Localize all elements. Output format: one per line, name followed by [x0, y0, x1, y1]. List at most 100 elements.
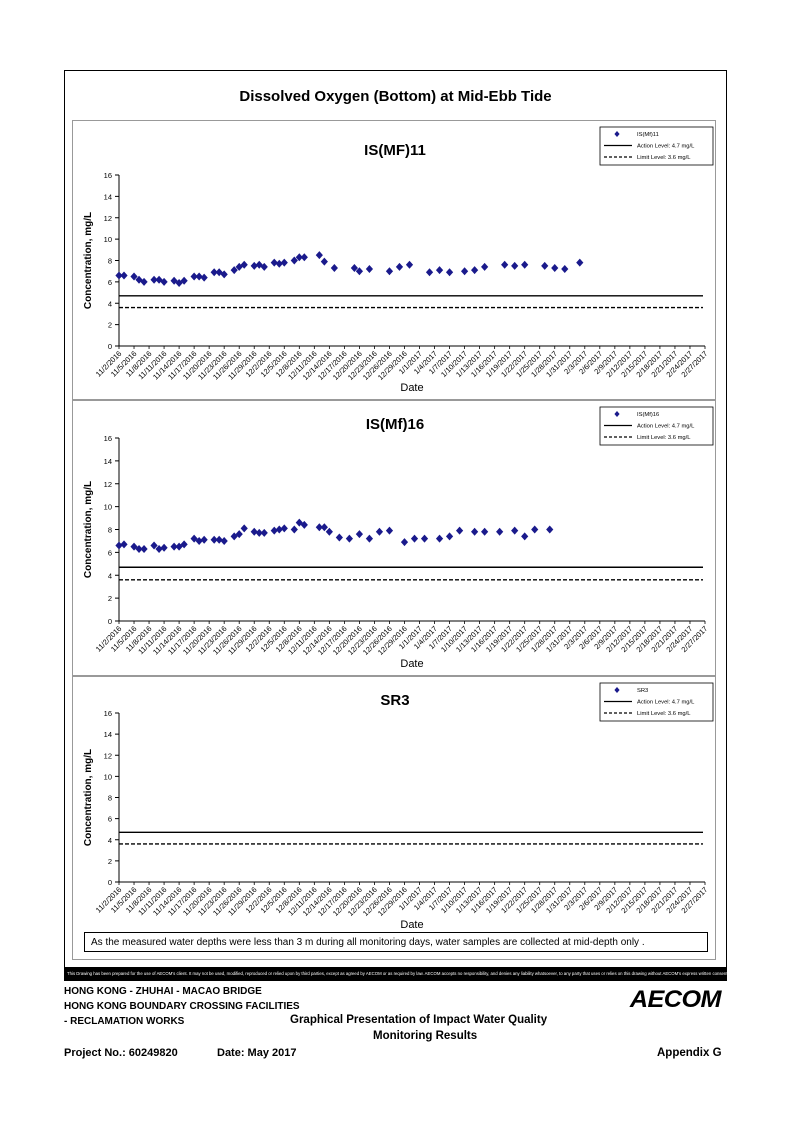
data-point: [180, 276, 188, 285]
data-point: [320, 523, 328, 532]
legend-label: Action Level: 4.7 mg/L: [637, 700, 695, 706]
data-point: [410, 534, 419, 543]
data-point: [135, 544, 143, 553]
data-point: [471, 527, 479, 536]
legend-label: Limit Level: 3.6 mg/L: [637, 711, 691, 717]
data-point: [481, 262, 489, 271]
y-tick-label: 8: [108, 794, 112, 803]
footer-date: Date: May 2017: [217, 1047, 297, 1059]
y-tick-label: 14: [104, 730, 112, 739]
y-axis-label: Concentration, mg/L: [83, 481, 94, 578]
y-tick-label: 12: [104, 751, 112, 760]
chart-title: SR3: [380, 692, 409, 709]
data-point: [471, 266, 479, 275]
y-tick-label: 2: [108, 857, 112, 866]
y-tick-label: 2: [108, 594, 112, 603]
data-point: [190, 272, 198, 281]
data-point: [240, 260, 248, 269]
legend-label: IS(Mf)11: [637, 132, 659, 138]
disclaimer-bar: This Drawing has been prepared for the u…: [64, 967, 727, 981]
legend-label: Limit Level: 3.6 mg/L: [637, 435, 691, 441]
footer-drawing-title-2: Monitoring Results: [373, 1030, 478, 1042]
data-point: [230, 266, 238, 275]
y-tick-label: 12: [104, 480, 112, 489]
data-point: [275, 525, 283, 534]
legend-label: Action Level: 4.7 mg/L: [637, 424, 695, 430]
x-axis-label: Date: [400, 919, 423, 931]
data-point: [531, 525, 539, 534]
data-point: [325, 527, 333, 536]
y-tick-label: 8: [108, 257, 112, 266]
y-tick-label: 6: [108, 278, 112, 287]
data-point: [255, 528, 263, 537]
data-point: [275, 259, 283, 268]
data-point: [230, 532, 238, 541]
data-point: [130, 272, 138, 281]
data-point: [170, 542, 178, 551]
data-point: [210, 535, 218, 544]
y-tick-label: 16: [104, 171, 112, 180]
chart-is-mf-11: IS(MF)11 0 2 4 6 8 10 12 14 16 Concentration, mg/L…: [83, 126, 714, 394]
y-tick-label: 0: [108, 342, 112, 351]
y-tick-label: 4: [108, 299, 112, 308]
data-point: [200, 535, 208, 544]
data-point: [280, 524, 288, 533]
data-point: [195, 272, 203, 281]
data-point: [250, 527, 258, 536]
data-point: [405, 260, 414, 269]
y-tick-label: 0: [108, 617, 112, 626]
data-point: [511, 261, 519, 270]
y-tick-label: 0: [108, 878, 112, 887]
data-point: [335, 533, 343, 542]
data-point: [215, 535, 223, 544]
data-point: [300, 253, 308, 262]
data-point: [365, 265, 374, 274]
legend-marker: [614, 687, 620, 693]
note-box: As the measured water depths were less t…: [84, 932, 708, 952]
data-point: [400, 538, 409, 547]
legend-label: Action Level: 4.7 mg/L: [637, 144, 695, 150]
data-point: [521, 532, 529, 541]
aecom-logo: AECOM: [629, 986, 722, 1013]
data-point: [420, 534, 429, 543]
chart-panel-2: IS(Mf)16 0 2 4 6 8 10 12 14 16 Concentration, mg/L…: [72, 400, 716, 676]
y-tick-label: 2: [108, 321, 112, 330]
data-point: [180, 540, 188, 549]
data-point: [576, 258, 584, 267]
footer-project-line-3: - RECLAMATION WORKS: [64, 1016, 185, 1027]
legend-label: Limit Level: 3.6 mg/L: [637, 155, 691, 161]
data-point: [160, 543, 168, 552]
data-point: [200, 273, 208, 282]
data-point: [140, 544, 148, 553]
data-point: [435, 534, 444, 543]
data-point: [355, 267, 364, 276]
legend-label: SR3: [637, 688, 648, 694]
data-point: [445, 268, 454, 277]
y-tick-label: 6: [108, 548, 112, 557]
y-tick-label: 8: [108, 526, 112, 535]
data-point: [435, 266, 444, 275]
y-axis-label: Concentration, mg/L: [83, 212, 94, 309]
y-tick-label: 4: [108, 571, 112, 580]
data-point: [220, 270, 228, 279]
data-point: [375, 527, 384, 536]
footer-project-line-2: HONG KONG BOUNDARY CROSSING FACILITIES: [64, 1001, 300, 1012]
data-point: [541, 261, 549, 270]
data-point: [315, 251, 323, 260]
legend-marker: [614, 411, 620, 417]
y-tick-label: 14: [104, 192, 112, 201]
x-axis-label: Date: [400, 382, 423, 394]
data-point: [320, 257, 328, 266]
footer-appendix: Appendix G: [657, 1047, 722, 1059]
y-tick-label: 14: [104, 457, 112, 466]
data-point: [155, 544, 163, 553]
y-tick-label: 16: [104, 434, 112, 443]
y-tick-label: 10: [104, 503, 112, 512]
y-tick-label: 16: [104, 709, 112, 718]
data-point: [445, 532, 454, 541]
data-point: [260, 262, 268, 271]
data-point: [365, 534, 374, 543]
data-point: [160, 277, 168, 286]
chart-title: IS(Mf)16: [366, 416, 424, 433]
